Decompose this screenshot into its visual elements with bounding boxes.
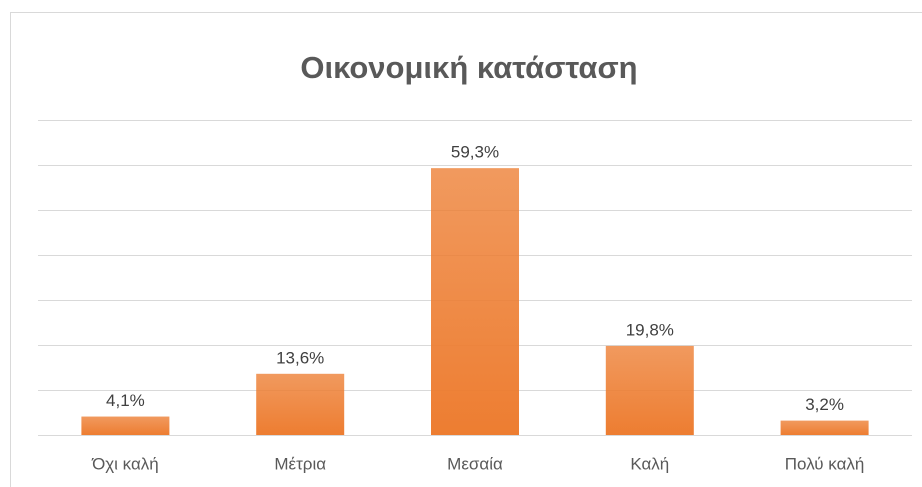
- data-label: 19,8%: [626, 320, 674, 339]
- x-tick-label: Μεσαία: [447, 454, 503, 473]
- bar: [81, 416, 170, 435]
- bar: [431, 168, 519, 435]
- data-label: 4,1%: [106, 391, 145, 410]
- bar: [605, 345, 694, 435]
- data-label: 3,2%: [805, 395, 844, 414]
- chart-title: Οικονομική κατάσταση: [300, 50, 637, 85]
- bar: [256, 373, 345, 435]
- data-label: 13,6%: [276, 348, 324, 367]
- x-tick-label: Όχι καλή: [91, 454, 159, 473]
- x-tick-label: Πολύ καλή: [785, 454, 865, 473]
- x-tick-label: Μέτρια: [274, 454, 326, 473]
- data-label: 59,3%: [451, 143, 499, 162]
- x-tick-label: Καλή: [630, 454, 669, 473]
- bar: [780, 420, 869, 435]
